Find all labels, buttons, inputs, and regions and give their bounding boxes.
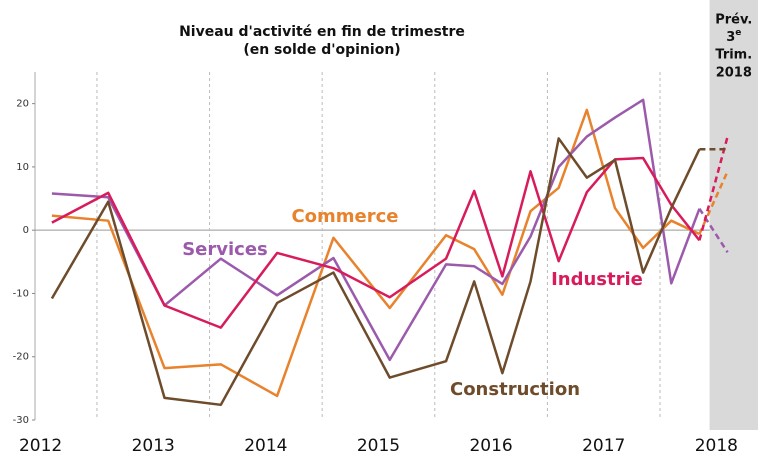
series-line	[51, 98, 701, 362]
series-label: Services	[182, 239, 268, 260]
y-tick-label: 10	[16, 162, 29, 173]
x-tick-label: 2012	[19, 436, 62, 456]
chart-title: (en solde d'opinion)	[243, 42, 400, 58]
y-tick-label: -10	[13, 288, 29, 299]
series-label: Commerce	[291, 206, 398, 227]
forecast-line	[698, 207, 729, 254]
forecast-label: Trim.	[715, 48, 752, 63]
chart-title: Niveau d'activité en fin de trimestre	[179, 24, 465, 40]
x-tick-label: 2013	[132, 436, 175, 456]
series-line	[51, 108, 700, 398]
x-tick-label: 2017	[582, 436, 625, 456]
forecast-shade	[709, 0, 758, 430]
forecast-label: Prév.	[715, 13, 752, 28]
x-tick-label: 2014	[244, 436, 287, 456]
x-tick-label: 2018	[695, 436, 738, 456]
series-line	[51, 156, 701, 329]
series-label: Construction	[450, 379, 580, 400]
forecast-line	[698, 170, 729, 235]
y-tick-label: 0	[23, 225, 29, 236]
series-label: Industrie	[551, 269, 643, 290]
y-tick-label: -20	[13, 352, 29, 363]
series-line	[50, 137, 701, 407]
y-tick-label: -30	[13, 415, 29, 426]
forecast-label-number: 3	[726, 30, 735, 45]
x-tick-label: 2015	[357, 436, 400, 456]
x-tick-label: 2016	[469, 436, 512, 456]
forecast-line	[698, 136, 729, 241]
forecast-label: 3e	[726, 28, 741, 45]
forecast-label-suffix: e	[735, 28, 741, 38]
y-tick-label: 20	[16, 99, 29, 110]
forecast-label: 2018	[716, 66, 752, 81]
